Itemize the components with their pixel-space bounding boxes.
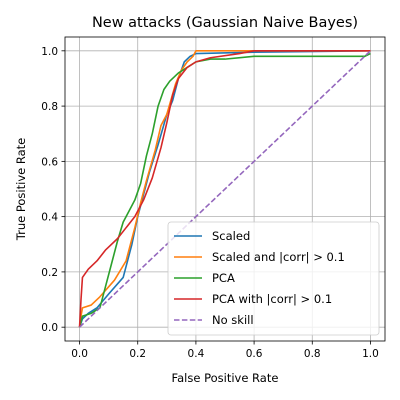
x-tick-label: 0.6: [246, 348, 263, 360]
y-tick-label: 0.4: [41, 212, 58, 224]
x-axis-label: False Positive Rate: [172, 371, 279, 385]
x-tick-label: 0.2: [129, 348, 146, 360]
y-tick-label: 0.2: [41, 267, 58, 279]
x-tick-label: 0.0: [71, 348, 88, 360]
plot-lines: [78, 50, 372, 328]
series-line-4: [78, 50, 372, 328]
series-line-3: [78, 50, 371, 328]
y-tick-label: 0.0: [41, 322, 58, 334]
series-line-1: [78, 50, 371, 328]
y-axis-label: True Positive Rate: [14, 138, 28, 241]
legend-label-4: No skill: [212, 313, 254, 327]
x-tick-label: 1.0: [362, 348, 379, 360]
plot-frame: [64, 36, 386, 342]
y-tick-label: 0.6: [41, 156, 58, 168]
chart-title: New attacks (Gaussian Naive Bayes): [92, 15, 358, 31]
legend-label-3: PCA with |corr| > 0.1: [212, 292, 332, 306]
legend-label-0: Scaled: [212, 229, 250, 243]
y-tick-label: 1.0: [41, 46, 58, 58]
legend-label-1: Scaled and |corr| > 0.1: [212, 250, 345, 264]
x-tick-label: 0.8: [304, 348, 321, 360]
grid: [65, 37, 385, 341]
legend-label-2: PCA: [212, 271, 235, 285]
x-tick-label: 0.4: [188, 348, 205, 360]
axis-ticks: 0.0 0.2 0.4 0.6 0.8 1.0 0.0 0.2 0.4 0.6 0.8 1.0: [41, 46, 379, 360]
legend-box: [167, 221, 380, 336]
y-tick-label: 0.8: [41, 101, 58, 113]
legend: Scaled Scaled and |corr| > 0.1 PCA PCA with…: [167, 221, 380, 336]
series-line-2: [78, 52, 371, 328]
